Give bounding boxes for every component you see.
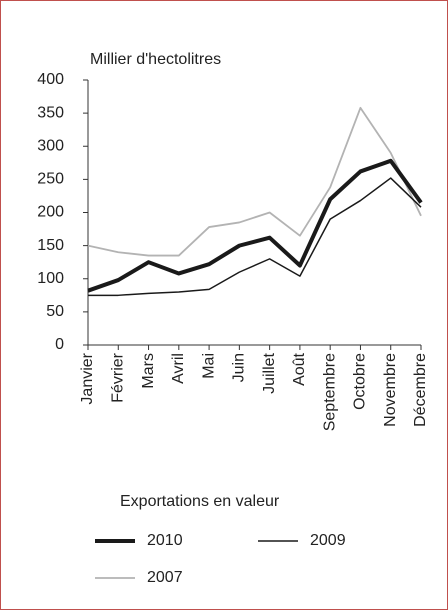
x-tick-label: Décembre — [412, 353, 429, 427]
x-tick-label: Juillet — [261, 352, 278, 393]
y-tick-label: 100 — [37, 270, 64, 287]
x-tick-label: Octobre — [352, 353, 369, 410]
legend-label: 2009 — [310, 532, 346, 549]
y-tick-label: 350 — [37, 104, 64, 121]
y-tick-label: 250 — [37, 171, 64, 188]
y-tick-label: 150 — [37, 237, 64, 254]
x-tick-label: Mai — [200, 353, 217, 379]
series-line — [88, 177, 422, 297]
x-tick-label: Mars — [140, 353, 157, 389]
x-tick-label: Juin — [231, 353, 248, 382]
x-tick-label: Avril — [170, 353, 187, 384]
y-axis-label: Millier d'hectolitres — [90, 51, 221, 68]
y-tick-label: 400 — [37, 71, 64, 88]
y-tick-label: 0 — [55, 336, 64, 353]
y-tick-label: 50 — [46, 303, 64, 320]
legend-label: 2007 — [147, 569, 183, 586]
series-line — [87, 158, 423, 293]
x-tick-label: Août — [291, 352, 308, 385]
x-tick-label: Septembre — [321, 353, 338, 431]
x-tick-label: Novembre — [382, 353, 399, 427]
x-tick-label: Janvier — [79, 352, 96, 404]
series-line — [87, 106, 422, 257]
y-tick-label: 200 — [37, 204, 64, 221]
y-tick-label: 300 — [37, 137, 64, 154]
legend-label: 2010 — [147, 532, 183, 549]
x-tick-label: Février — [109, 352, 126, 402]
legend-title: Exportations en valeur — [120, 493, 280, 510]
